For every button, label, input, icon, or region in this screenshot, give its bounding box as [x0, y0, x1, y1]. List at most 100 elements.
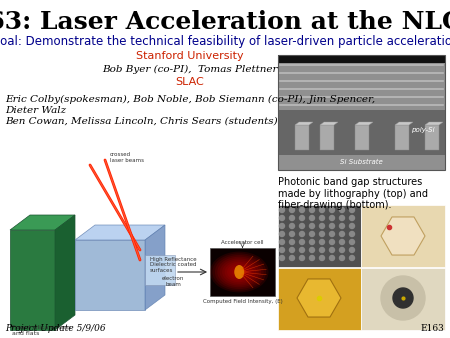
Bar	[320, 125, 334, 150]
Bar	[278, 55, 445, 170]
Circle shape	[310, 223, 315, 228]
Text: Project Update 5/9/06: Project Update 5/9/06	[5, 324, 106, 333]
Circle shape	[310, 216, 315, 220]
Ellipse shape	[215, 255, 264, 289]
Circle shape	[320, 247, 324, 252]
Bar	[278, 268, 361, 330]
Circle shape	[279, 223, 284, 228]
Circle shape	[289, 247, 294, 252]
Polygon shape	[297, 279, 341, 317]
Ellipse shape	[212, 253, 266, 291]
Text: E163: E163	[420, 324, 444, 333]
Text: Photonic band gap structures
made by lithography (top) and
fiber-drawing (bottom: Photonic band gap structures made by lit…	[278, 177, 428, 210]
Circle shape	[310, 232, 315, 237]
Polygon shape	[425, 122, 443, 125]
Polygon shape	[145, 225, 165, 310]
Text: Accelerator cell: Accelerator cell	[221, 240, 264, 245]
Ellipse shape	[232, 267, 247, 277]
Circle shape	[329, 208, 334, 213]
Polygon shape	[10, 230, 55, 330]
Circle shape	[339, 240, 345, 244]
Circle shape	[320, 240, 324, 244]
Circle shape	[300, 232, 305, 237]
Circle shape	[329, 256, 334, 261]
Circle shape	[350, 216, 355, 220]
Circle shape	[339, 256, 345, 261]
Ellipse shape	[234, 265, 244, 279]
Circle shape	[329, 223, 334, 228]
Polygon shape	[395, 122, 413, 125]
Circle shape	[320, 208, 324, 213]
Circle shape	[320, 223, 324, 228]
Ellipse shape	[210, 251, 269, 292]
Circle shape	[350, 256, 355, 261]
Circle shape	[320, 216, 324, 220]
Text: Fused silica prisms
and flats: Fused silica prisms and flats	[12, 325, 71, 336]
Circle shape	[393, 288, 413, 308]
Bar	[278, 205, 361, 267]
Bar	[361, 268, 445, 330]
Text: Eric Colby(spokesman), Bob Noble, Bob Siemann (co-PI), Jim Spencer,
Dieter Walz: Eric Colby(spokesman), Bob Noble, Bob Si…	[5, 95, 375, 115]
Circle shape	[279, 232, 284, 237]
Circle shape	[300, 208, 305, 213]
Circle shape	[329, 232, 334, 237]
Text: Stanford University: Stanford University	[136, 51, 244, 61]
Bar	[355, 125, 369, 150]
Text: SLAC: SLAC	[176, 77, 204, 87]
Ellipse shape	[220, 258, 259, 286]
Circle shape	[339, 223, 345, 228]
Text: crossed
laser beams: crossed laser beams	[110, 152, 144, 163]
Circle shape	[289, 208, 294, 213]
Circle shape	[279, 208, 284, 213]
Polygon shape	[75, 240, 145, 310]
Polygon shape	[145, 255, 175, 285]
Ellipse shape	[217, 257, 261, 287]
Circle shape	[310, 256, 315, 261]
Circle shape	[320, 232, 324, 237]
Circle shape	[289, 232, 294, 237]
Circle shape	[339, 216, 345, 220]
Circle shape	[350, 223, 355, 228]
Bar	[278, 55, 445, 63]
Bar	[295, 125, 309, 150]
Text: electron
beam: electron beam	[162, 276, 184, 287]
Circle shape	[279, 256, 284, 261]
Circle shape	[329, 216, 334, 220]
Bar	[361, 205, 445, 267]
Circle shape	[300, 256, 305, 261]
Bar	[395, 125, 409, 150]
Circle shape	[350, 232, 355, 237]
Circle shape	[289, 256, 294, 261]
Circle shape	[350, 240, 355, 244]
Circle shape	[310, 208, 315, 213]
Polygon shape	[381, 217, 425, 255]
Circle shape	[300, 240, 305, 244]
Circle shape	[289, 216, 294, 220]
Polygon shape	[295, 122, 313, 125]
Ellipse shape	[227, 264, 252, 281]
Circle shape	[329, 240, 334, 244]
Bar	[278, 63, 445, 170]
Polygon shape	[10, 215, 75, 230]
Ellipse shape	[225, 262, 254, 282]
Ellipse shape	[222, 260, 256, 284]
Text: Bob Byer (co-PI),  Tomas Plettner: Bob Byer (co-PI), Tomas Plettner	[102, 65, 278, 74]
Circle shape	[300, 247, 305, 252]
Circle shape	[279, 247, 284, 252]
Circle shape	[289, 240, 294, 244]
Ellipse shape	[237, 270, 242, 274]
Text: Computed Field Intensity, (E): Computed Field Intensity, (E)	[202, 299, 283, 304]
Bar	[425, 125, 439, 150]
Text: Ben Cowan, Melissa Lincoln, Chris Sears (students): Ben Cowan, Melissa Lincoln, Chris Sears …	[5, 117, 278, 126]
Polygon shape	[320, 122, 338, 125]
Polygon shape	[355, 122, 373, 125]
Circle shape	[279, 216, 284, 220]
Circle shape	[339, 247, 345, 252]
Ellipse shape	[234, 269, 244, 275]
Circle shape	[381, 276, 425, 320]
Text: poly-Si: poly-Si	[411, 127, 435, 133]
Circle shape	[279, 240, 284, 244]
Text: E163: Laser Acceleration at the NLCTA: E163: Laser Acceleration at the NLCTA	[0, 10, 450, 34]
Circle shape	[310, 247, 315, 252]
Circle shape	[329, 247, 334, 252]
